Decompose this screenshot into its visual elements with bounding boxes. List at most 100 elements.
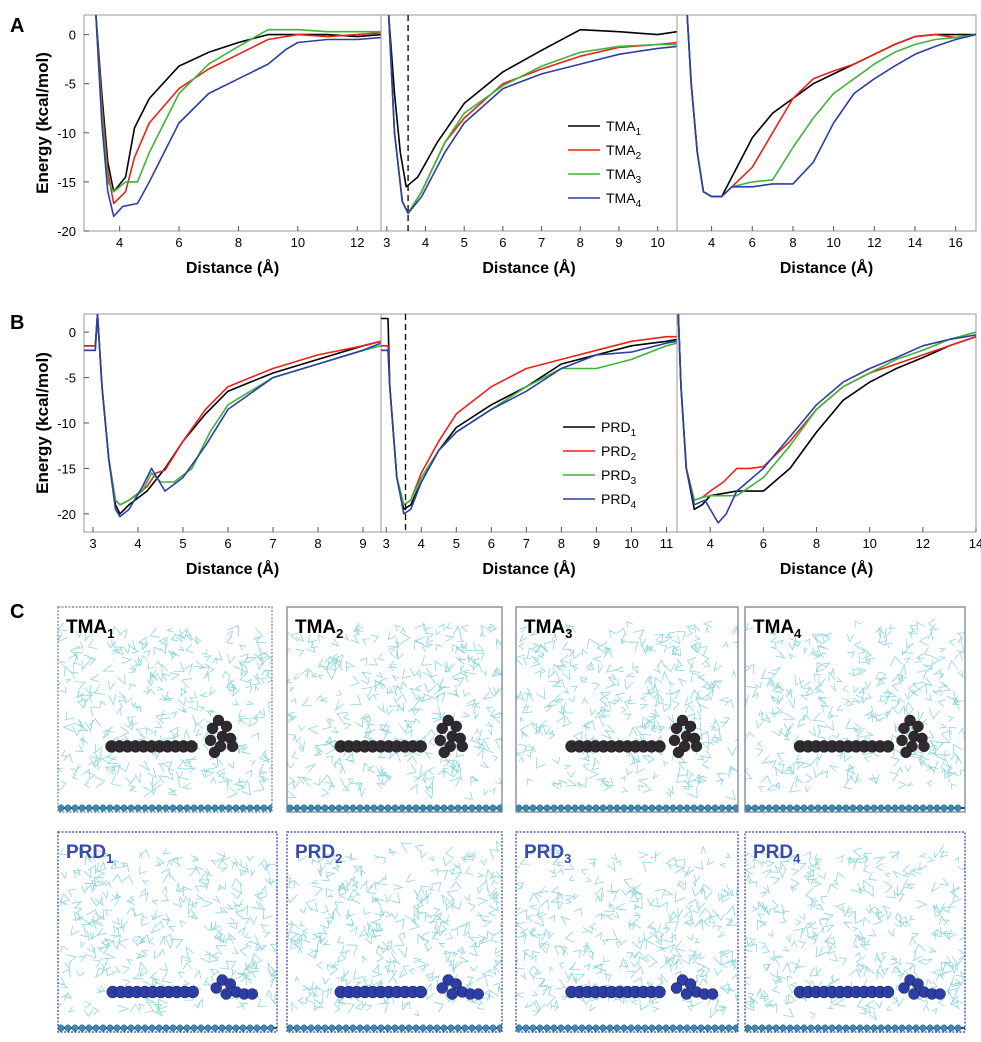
- snapshot-label-main: TMA: [295, 617, 336, 638]
- surface-atom: [683, 1024, 691, 1032]
- surface-atom: [690, 1024, 698, 1032]
- series-line-3: [677, 314, 976, 501]
- tma-molecule: [105, 714, 239, 759]
- surface-atom: [155, 804, 163, 812]
- surface-atom: [912, 1024, 920, 1032]
- surface-atom: [669, 804, 677, 812]
- surface-atom: [120, 1024, 128, 1032]
- surface-atoms: [287, 1024, 502, 1032]
- surface-atom: [856, 804, 864, 812]
- surface-atom: [529, 1024, 537, 1032]
- legend-label-main: PRD: [601, 467, 631, 483]
- surface-atom: [863, 804, 871, 812]
- surface-atom: [314, 1024, 322, 1032]
- snapshot-content: [516, 843, 738, 1032]
- surface-atom: [814, 1024, 822, 1032]
- surface-atom: [328, 1024, 336, 1032]
- snapshot-prd2: PRD2: [286, 831, 503, 1033]
- surface-atom: [482, 804, 490, 812]
- surface-atom: [779, 804, 787, 812]
- snapshot-frame: [286, 831, 503, 1033]
- snapshot-label: PRD1: [66, 842, 113, 866]
- surface-atom: [99, 804, 107, 812]
- surface-atom: [225, 1024, 233, 1032]
- tma-molecule: [565, 714, 703, 759]
- surface-atom: [765, 804, 773, 812]
- x-tick-label: 6: [499, 235, 506, 250]
- legend-label: TMA4: [606, 190, 642, 210]
- series-line-4: [84, 314, 381, 518]
- series-line-4: [677, 314, 976, 524]
- surface-atom: [765, 1024, 773, 1032]
- snapshot-label-main: TMA: [753, 617, 794, 638]
- surface-atoms: [287, 804, 502, 812]
- x-tick-label: 10: [650, 235, 664, 250]
- surface-atom: [516, 1024, 523, 1032]
- snapshot-label-main: PRD: [753, 842, 793, 863]
- legend-label-main: TMA: [606, 166, 636, 182]
- x-tick-label: 8: [235, 235, 242, 250]
- surface-atom: [835, 1024, 843, 1032]
- surface-atom: [947, 1024, 955, 1032]
- molecule-atom: [670, 722, 683, 735]
- legend-label-sub: 1: [631, 428, 637, 439]
- molecule-atom: [186, 985, 199, 999]
- plot-frame: [83, 14, 382, 232]
- series-layer: [95, 15, 381, 218]
- surface-atom: [349, 804, 357, 812]
- x-tick-label: 10: [624, 536, 638, 551]
- surface-atom: [522, 1024, 530, 1032]
- surface-atom: [253, 1024, 261, 1032]
- molecule-atom: [676, 714, 689, 727]
- surface-atom: [919, 1024, 927, 1032]
- surface-atom: [627, 1024, 635, 1032]
- surface-atom: [419, 1024, 427, 1032]
- legend-label-main: PRD: [601, 419, 631, 435]
- surface-atom: [64, 1024, 72, 1032]
- surface-atom: [197, 1024, 205, 1032]
- surface-atom: [704, 804, 712, 812]
- surface-atom: [676, 1024, 684, 1032]
- surface-atom: [725, 1024, 733, 1032]
- series-line-3: [686, 15, 976, 198]
- surface-atom: [92, 1024, 100, 1032]
- molecule-atom: [898, 982, 910, 994]
- surface-atom: [85, 804, 93, 812]
- surface-atom: [489, 804, 497, 812]
- surface-atom: [433, 804, 441, 812]
- snapshot-label-sub: 4: [794, 626, 802, 641]
- surface-atom: [377, 1024, 385, 1032]
- surface-atom: [793, 804, 801, 812]
- x-tick-label: 4: [707, 536, 714, 551]
- surface-atom: [169, 804, 177, 812]
- surface-atom: [718, 1024, 726, 1032]
- snapshot-tma3: TMA3: [515, 606, 739, 813]
- x-tick-label: 3: [89, 536, 96, 551]
- snapshot-prd3: PRD3: [515, 831, 739, 1033]
- surface-atom: [356, 1024, 364, 1032]
- x-tick-label: 5: [179, 536, 186, 551]
- molecule-atom: [670, 982, 683, 994]
- surface-atom: [543, 1024, 551, 1032]
- prd-molecule: [565, 974, 719, 1000]
- molecule-atom: [706, 988, 719, 1000]
- surface-atom: [564, 804, 572, 812]
- surface-atom: [356, 804, 364, 812]
- surface-atom: [405, 804, 413, 812]
- x-tick-label: 8: [314, 536, 321, 551]
- surface-atom: [120, 804, 128, 812]
- surface-atom: [176, 1024, 184, 1032]
- molecule-atom: [684, 978, 697, 990]
- surface-atom: [620, 804, 628, 812]
- surface-atom: [92, 804, 100, 812]
- surface-atom: [314, 804, 322, 812]
- surface-atom: [634, 1024, 642, 1032]
- legend-label: PRD4: [601, 491, 637, 511]
- surface-atom: [419, 804, 427, 812]
- surface-atom: [454, 1024, 462, 1032]
- surface-atom: [307, 804, 315, 812]
- surface-atom: [697, 804, 705, 812]
- surface-atom: [370, 804, 378, 812]
- surface-atom: [522, 804, 530, 812]
- legend-label-sub: 1: [636, 127, 642, 138]
